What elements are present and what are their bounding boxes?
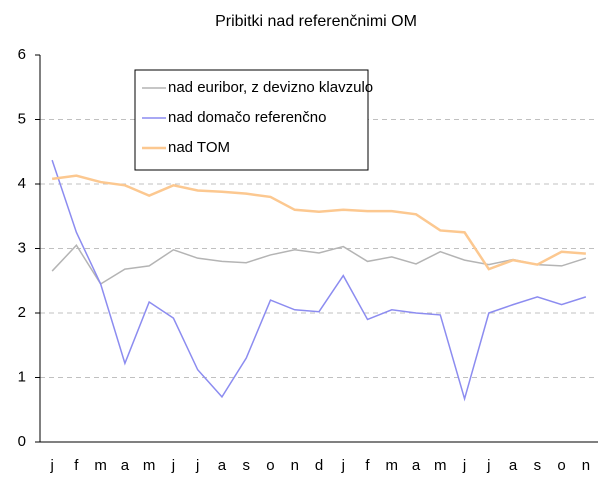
y-tick-label: 2 [18,304,26,321]
legend-box [134,69,369,171]
x-tick-label: m [143,457,156,474]
x-tick-label: m [434,457,447,474]
x-tick-label: o [266,457,274,474]
x-tick-label: n [582,457,590,474]
x-tick-label: o [557,457,565,474]
x-tick-label: j [195,457,199,474]
x-tick-label: m [386,457,399,474]
legend-label: nad euribor, z devizno klavzulo [168,79,373,96]
series-line [51,174,586,271]
x-tick-label: f [74,457,79,474]
x-tick-label: f [365,457,370,474]
legend-label: nad domačo referenčno [168,109,326,126]
x-tick-label: j [341,457,345,474]
x-tick-label: a [412,457,421,474]
y-tick-label: 3 [18,239,26,256]
x-tick-label: j [49,457,53,474]
y-tick-label: 4 [18,175,26,192]
x-tick-label: a [218,457,227,474]
x-tick-label: j [462,457,466,474]
x-tick-label: j [171,457,175,474]
x-tick-label: s [242,457,250,474]
legend-label: nad TOM [168,139,230,156]
x-tick-label: m [94,457,107,474]
x-tick-label: n [291,457,299,474]
x-tick-label: a [509,457,518,474]
x-tick-label: s [534,457,542,474]
y-tick-label: 5 [18,110,26,127]
y-tick-label: 0 [18,433,26,450]
y-tick-label: 6 [18,46,26,63]
chart-title: Pribitki nad referenčnimi OM [215,13,417,30]
x-tick-label: j [486,457,490,474]
series-line [51,159,587,402]
series-line [51,244,587,286]
x-tick-label: d [315,457,323,474]
x-tick-label: a [121,457,130,474]
y-tick-label: 1 [18,368,26,385]
